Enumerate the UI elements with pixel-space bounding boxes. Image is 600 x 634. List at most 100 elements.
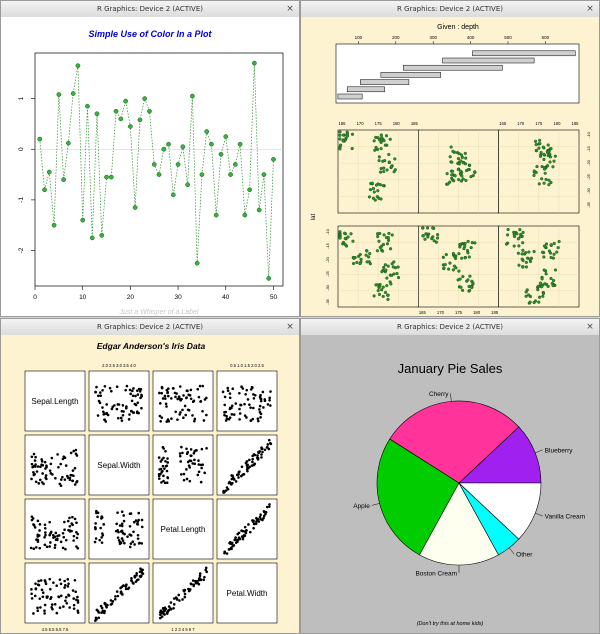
data-point — [140, 406, 143, 410]
data-point — [137, 511, 141, 515]
data-point — [541, 145, 545, 149]
given-interval-bar — [472, 50, 576, 57]
data-point — [32, 547, 36, 551]
data-point — [252, 526, 255, 530]
data-point — [512, 232, 516, 237]
data-point — [459, 153, 463, 157]
data-point — [536, 288, 540, 292]
data-point — [460, 155, 464, 160]
data-point — [50, 603, 54, 606]
data-point — [160, 458, 164, 461]
y-tick-label: -20 — [325, 256, 330, 263]
data-point — [61, 475, 64, 479]
data-point — [537, 146, 541, 150]
window-titlebar[interactable]: R Graphics: Device 2 (ACTIVE) × — [301, 1, 599, 18]
r-graphics-window-3[interactable]: R Graphics: Device 2 (ACTIVE) × Edgar An… — [0, 318, 300, 634]
data-point — [377, 155, 381, 159]
data-point — [189, 459, 193, 463]
data-point — [75, 545, 78, 548]
data-point — [73, 578, 77, 582]
data-point — [382, 166, 386, 170]
window-titlebar[interactable]: R Graphics: Device 2 (ACTIVE) × — [1, 319, 299, 336]
data-point — [101, 610, 105, 614]
data-point — [187, 589, 191, 593]
data-point — [538, 154, 543, 158]
data-point — [41, 591, 45, 595]
close-icon[interactable]: × — [586, 322, 594, 332]
data-point — [30, 592, 33, 596]
pie-slice — [419, 482, 499, 566]
data-point — [386, 293, 390, 297]
data-point — [468, 288, 472, 292]
data-point — [343, 243, 347, 247]
data-point — [442, 266, 446, 270]
data-point — [218, 151, 224, 157]
data-point — [460, 288, 465, 292]
data-point — [234, 402, 238, 405]
data-point — [448, 261, 452, 265]
data-point — [552, 241, 556, 246]
plot-title: Edgar Anderson's Iris Data — [97, 341, 206, 351]
data-point — [141, 572, 145, 575]
data-point — [271, 157, 276, 162]
data-point — [64, 547, 67, 551]
data-point — [165, 481, 169, 485]
data-point — [49, 596, 53, 599]
window-titlebar[interactable]: R Graphics: Device 2 (ACTIVE) × — [301, 319, 599, 336]
data-point — [108, 386, 112, 390]
data-point — [263, 398, 267, 401]
window-titlebar[interactable]: R Graphics: Device 2 (ACTIVE) × — [1, 1, 299, 18]
data-point — [76, 609, 80, 612]
data-point — [163, 481, 167, 485]
data-point — [56, 453, 59, 456]
data-point — [339, 143, 343, 147]
data-point — [246, 463, 250, 467]
data-point — [241, 529, 245, 533]
data-point — [44, 533, 47, 537]
window-title: R Graphics: Device 2 (ACTIVE) — [97, 5, 203, 13]
close-icon[interactable]: × — [286, 4, 294, 14]
data-point — [248, 403, 251, 406]
r-graphics-window-2[interactable]: R Graphics: Device 2 (ACTIVE) × Given : … — [300, 0, 600, 317]
pairs-panel — [152, 498, 214, 560]
data-point — [232, 544, 236, 547]
close-icon[interactable]: × — [586, 4, 594, 14]
data-point — [128, 524, 132, 528]
r-graphics-window-4[interactable]: R Graphics: Device 2 (ACTIVE) × January … — [300, 318, 600, 634]
data-point — [127, 418, 131, 421]
data-point — [198, 572, 202, 575]
y-tick-label: -20 — [586, 159, 591, 166]
close-icon[interactable]: × — [286, 322, 294, 332]
data-point — [75, 521, 78, 525]
data-point — [255, 520, 258, 523]
data-point — [385, 276, 389, 280]
data-point — [52, 581, 55, 584]
data-point — [459, 159, 463, 163]
data-point — [48, 520, 51, 524]
r-graphics-window-1[interactable]: R Graphics: Device 2 (ACTIVE) × Simple U… — [0, 0, 300, 317]
data-point — [542, 244, 547, 248]
data-point — [204, 566, 208, 570]
data-point — [431, 226, 435, 230]
x-tick-label: 180 — [393, 121, 401, 126]
data-point — [238, 391, 241, 395]
data-point — [161, 606, 165, 610]
data-point — [196, 387, 200, 391]
data-point — [119, 591, 123, 595]
data-point — [40, 458, 43, 461]
x-tick-label: 20 — [127, 294, 135, 301]
data-point — [117, 403, 121, 406]
data-point — [62, 535, 66, 539]
coplot: Given : depth 100 200 300 400 500 600 165 170 175… — [301, 17, 599, 316]
given-tick-label: 400 — [467, 35, 475, 40]
data-point — [383, 263, 388, 267]
data-point — [170, 397, 173, 400]
data-point — [221, 390, 225, 394]
data-point — [96, 511, 100, 515]
data-point — [72, 597, 76, 600]
data-point — [540, 165, 544, 169]
data-point — [373, 148, 377, 152]
data-point — [164, 459, 167, 463]
data-point — [426, 235, 430, 239]
y-tick-label: -15 — [586, 145, 591, 152]
